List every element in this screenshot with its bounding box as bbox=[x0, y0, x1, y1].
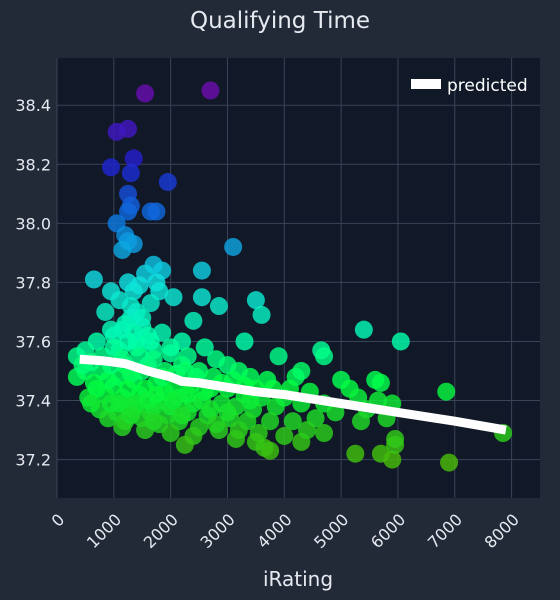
data-point bbox=[113, 240, 132, 259]
data-point bbox=[207, 415, 226, 434]
data-point bbox=[82, 394, 101, 413]
data-point bbox=[119, 202, 138, 221]
x-tick-label: 0 bbox=[48, 510, 69, 531]
data-point bbox=[147, 202, 166, 221]
data-point bbox=[119, 379, 138, 398]
data-point bbox=[195, 338, 214, 357]
x-tick-label: 5000 bbox=[310, 510, 352, 552]
data-point bbox=[124, 282, 143, 301]
data-point bbox=[99, 409, 118, 428]
data-point bbox=[158, 173, 177, 192]
y-tick-label: 38.0 bbox=[15, 214, 51, 233]
data-point bbox=[84, 270, 103, 289]
data-point bbox=[161, 424, 180, 443]
data-point bbox=[101, 158, 120, 177]
predicted-line-layer bbox=[79, 354, 507, 435]
data-point bbox=[175, 435, 194, 454]
data-point bbox=[386, 429, 405, 448]
y-tick-label: 37.2 bbox=[15, 451, 51, 470]
data-point bbox=[201, 81, 220, 100]
data-point bbox=[201, 400, 220, 419]
data-point bbox=[440, 453, 459, 472]
x-tick-label: 7000 bbox=[424, 510, 466, 552]
y-tick-label: 38.2 bbox=[15, 155, 51, 174]
data-point bbox=[107, 122, 126, 141]
data-point bbox=[235, 332, 254, 351]
data-point bbox=[315, 424, 334, 443]
data-points bbox=[67, 81, 513, 472]
data-point bbox=[209, 297, 228, 316]
x-tick-label: 6000 bbox=[367, 510, 409, 552]
data-point bbox=[124, 149, 143, 168]
data-point bbox=[192, 288, 211, 307]
data-point bbox=[383, 450, 402, 469]
x-tick-label: 3000 bbox=[197, 510, 239, 552]
data-point bbox=[164, 288, 183, 307]
data-point bbox=[178, 385, 197, 404]
predicted-line bbox=[79, 354, 507, 435]
data-point bbox=[141, 294, 160, 313]
data-point bbox=[246, 291, 265, 310]
x-axis-label: iRating bbox=[263, 567, 333, 591]
x-tick-label: 8000 bbox=[481, 510, 523, 552]
y-tick-label: 37.8 bbox=[15, 273, 51, 292]
y-tick-label: 37.4 bbox=[15, 392, 51, 411]
data-point bbox=[283, 412, 302, 431]
data-point bbox=[269, 347, 288, 366]
x-tick-label: 1000 bbox=[83, 510, 125, 552]
x-tick-label: 2000 bbox=[140, 510, 182, 552]
data-point bbox=[121, 297, 140, 316]
data-point bbox=[136, 84, 155, 103]
data-point bbox=[144, 350, 163, 369]
data-point bbox=[226, 429, 245, 448]
data-point bbox=[96, 302, 115, 321]
data-point bbox=[218, 403, 237, 422]
data-point bbox=[354, 320, 373, 339]
data-point bbox=[190, 362, 209, 381]
data-point bbox=[252, 305, 271, 324]
legend-swatch-predicted bbox=[411, 79, 441, 89]
data-point bbox=[261, 412, 280, 431]
data-point bbox=[224, 237, 243, 256]
data-point bbox=[87, 379, 106, 398]
data-point bbox=[437, 382, 456, 401]
data-point bbox=[184, 311, 203, 330]
data-point bbox=[371, 373, 390, 392]
data-point bbox=[101, 394, 120, 413]
legend-label-predicted: predicted bbox=[447, 76, 528, 96]
y-tick-label: 37.6 bbox=[15, 332, 51, 351]
chart-title: Qualifying Time bbox=[190, 8, 370, 34]
data-point bbox=[346, 444, 365, 463]
data-point bbox=[121, 406, 140, 425]
data-point bbox=[352, 412, 371, 431]
data-point bbox=[141, 332, 160, 351]
data-point bbox=[173, 406, 192, 425]
x-tick-label: 4000 bbox=[253, 510, 295, 552]
y-tick-label: 38.4 bbox=[15, 96, 51, 115]
data-point bbox=[130, 347, 149, 366]
data-point bbox=[164, 391, 183, 410]
legend: predicted bbox=[411, 76, 528, 96]
data-point bbox=[275, 426, 294, 445]
data-point bbox=[175, 362, 194, 381]
data-point bbox=[161, 338, 180, 357]
data-point bbox=[144, 412, 163, 431]
data-point bbox=[315, 347, 334, 366]
data-point bbox=[292, 362, 311, 381]
data-point bbox=[133, 308, 152, 327]
data-point bbox=[121, 164, 140, 183]
data-point bbox=[246, 432, 265, 451]
data-point bbox=[391, 332, 410, 351]
data-point bbox=[147, 385, 166, 404]
data-point bbox=[192, 261, 211, 280]
data-point bbox=[298, 421, 317, 440]
data-point bbox=[101, 320, 120, 339]
